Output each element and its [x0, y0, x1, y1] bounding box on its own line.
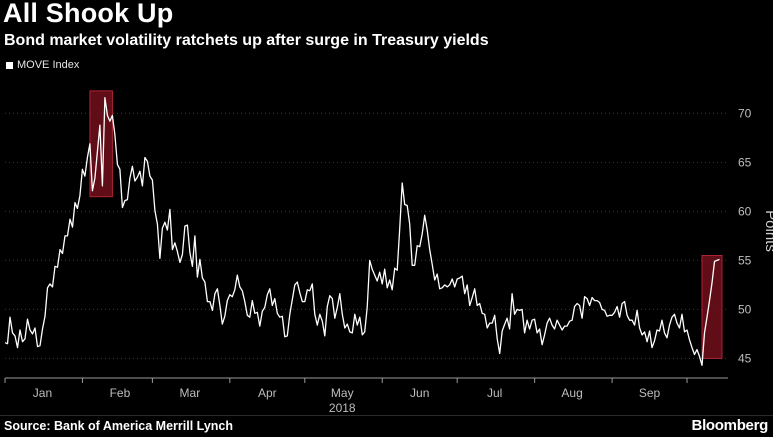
gridlines: [5, 112, 728, 359]
x-tick-label-sep: Sep: [639, 386, 661, 400]
highlight-boxes: [89, 90, 723, 359]
series-layer: [4, 97, 720, 366]
y-tick-label-50: 50: [738, 302, 752, 316]
x-tick-label-apr: Apr: [258, 386, 277, 400]
x-tick-label-jan: Jan: [33, 386, 52, 400]
chart-subtitle: Bond market volatility ratchets up after…: [4, 32, 489, 49]
x-tick-label-jun: Jun: [410, 386, 429, 400]
source-note: Source: Bank of America Merrill Lynch: [4, 419, 233, 433]
y-axis-ticks: 45 50 55 60 65 70: [738, 106, 752, 365]
chart-title: All Shook Up: [3, 0, 174, 28]
y-tick-label-45: 45: [738, 351, 752, 365]
bloomberg-logo: Bloomberg: [691, 417, 769, 434]
legend-label: MOVE Index: [17, 59, 80, 71]
legend: MOVE Index: [6, 59, 79, 71]
y-axis-label: Points: [762, 210, 773, 252]
highlight-box-2: [701, 255, 723, 359]
y-tick-label-70: 70: [738, 106, 752, 120]
legend-swatch: [6, 61, 13, 69]
x-tick-label-mar: Mar: [180, 386, 201, 400]
y-tick-label-65: 65: [738, 155, 752, 169]
x-tick-label-jul: Jul: [487, 386, 502, 400]
x-tick-label-aug: Aug: [561, 386, 582, 400]
x-tick-label-feb: Feb: [110, 386, 131, 400]
y-tick-label-55: 55: [738, 253, 752, 267]
x-axis-year-label: 2018: [329, 401, 356, 415]
series-line-move-index: [4, 97, 720, 366]
x-axis-ticks: Jan Feb Mar Apr May Jun Jul Aug Sep: [4, 378, 688, 400]
x-tick-label-may: May: [331, 386, 354, 400]
y-tick-label-60: 60: [738, 204, 752, 218]
footer: Source: Bank of America Merrill Lynch Bl…: [0, 415, 773, 437]
